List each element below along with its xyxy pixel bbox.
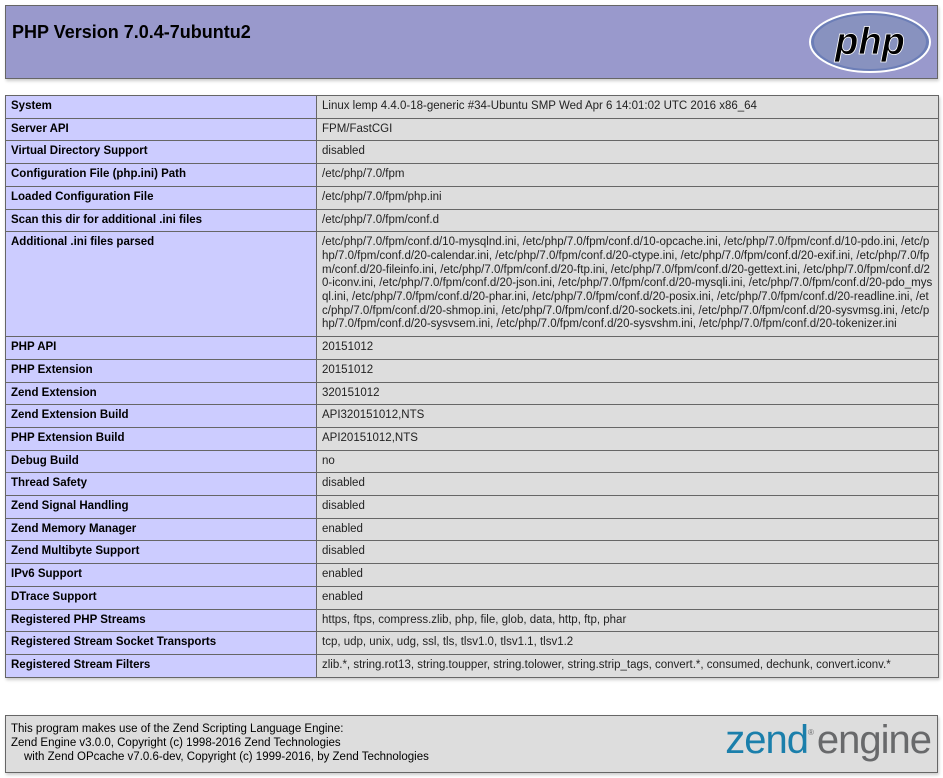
svg-text:php: php: [834, 21, 905, 63]
row-label: Debug Build: [5, 449, 317, 474]
row-value: /etc/php/7.0/fpm/conf.d/10-mysqlnd.ini, …: [316, 231, 939, 338]
row-label: Virtual Directory Support: [5, 140, 317, 165]
table-row: Additional .ini files parsed/etc/php/7.0…: [5, 231, 939, 338]
row-label: Zend Memory Manager: [5, 517, 317, 542]
row-label: Zend Extension: [5, 381, 317, 406]
row-value: enabled: [316, 563, 939, 587]
row-value: API20151012,NTS: [316, 426, 939, 451]
table-row: Scan this dir for additional .ini files /…: [5, 208, 939, 233]
row-label: Zend Signal Handling: [5, 495, 317, 519]
table-row: Debug Build no: [5, 449, 939, 474]
table-row: Configuration File (php.ini) Path/etc/ph…: [5, 163, 939, 187]
table-row: Server API FPM/FastCGI: [5, 117, 939, 142]
row-value: /etc/php/7.0/fpm: [316, 163, 939, 187]
table-row: System Linux lemp 4.4.0-18-generic #34-Ub…: [5, 95, 939, 119]
table-row: DTrace Support enabled: [5, 585, 939, 610]
row-label: Registered Stream Filters: [5, 653, 317, 678]
row-value: disabled: [316, 495, 939, 519]
row-value: 20151012: [316, 358, 939, 383]
row-label: Registered PHP Streams: [5, 608, 317, 633]
row-value: FPM/FastCGI: [316, 117, 939, 142]
row-label: PHP Extension: [5, 358, 317, 383]
row-label: PHP Extension Build: [5, 426, 317, 451]
table-row: Zend Signal Handling disabled: [5, 495, 939, 519]
table-row: Loaded Configuration File/etc/php/7.0/fp…: [5, 185, 939, 210]
table-row: Registered Stream Filters zlib.*, string.…: [5, 653, 939, 678]
zend-engine-logo[interactable]: zend® engine: [725, 718, 932, 762]
row-value: https, ftps, compress.zlib, php, file, g…: [316, 608, 939, 633]
table-row: Zend Extension 320151012: [5, 381, 939, 406]
table-row: Zend Memory Manager enabled: [5, 517, 939, 542]
row-value: 20151012: [316, 336, 939, 360]
table-row: Thread Safety disabled: [5, 472, 939, 497]
row-value: API320151012,NTS: [316, 404, 939, 428]
table-row: PHP API 20151012: [5, 336, 939, 360]
footer-line-3: with Zend OPcache v7.0.6-dev, Copyright …: [24, 751, 429, 763]
row-label: DTrace Support: [5, 585, 317, 610]
row-label: Additional .ini files parsed: [5, 231, 317, 338]
table-row: Virtual Directory Support disabled: [5, 140, 939, 165]
row-label: PHP API: [5, 336, 317, 360]
info-table: System Linux lemp 4.4.0-18-generic #34-Ub…: [5, 95, 939, 678]
row-label: IPv6 Support: [5, 563, 317, 587]
row-value: disabled: [316, 140, 939, 165]
table-row: PHP Extension Build API20151012,NTS: [5, 426, 939, 451]
table-row: Zend Extension Build API320151012,NTS: [5, 404, 939, 428]
row-value: /etc/php/7.0/fpm/php.ini: [316, 185, 939, 210]
row-value: 320151012: [316, 381, 939, 406]
row-value: no: [316, 449, 939, 474]
row-value: /etc/php/7.0/fpm/conf.d: [316, 208, 939, 233]
row-label: Scan this dir for additional .ini files: [5, 208, 317, 233]
table-row: Zend Multibyte Support disabled: [5, 540, 939, 565]
page-header: PHP Version 7.0.4-7ubuntu2 php: [5, 5, 938, 79]
row-value: disabled: [316, 472, 939, 497]
row-label: Zend Extension Build: [5, 404, 317, 428]
row-value: Linux lemp 4.4.0-18-generic #34-Ubuntu S…: [316, 95, 939, 119]
page-title: PHP Version 7.0.4-7ubuntu2: [12, 22, 251, 42]
php-logo[interactable]: php: [808, 10, 932, 74]
row-value: enabled: [316, 517, 939, 542]
table-row: Registered PHP Streams https, ftps, compr…: [5, 608, 939, 633]
row-label: Loaded Configuration File: [5, 185, 317, 210]
row-label: Server API: [5, 117, 317, 142]
row-value: tcp, udp, unix, udg, ssl, tls, tlsv1.0, …: [316, 631, 939, 655]
row-label: Zend Multibyte Support: [5, 540, 317, 565]
table-row: PHP Extension 20151012: [5, 358, 939, 383]
row-value: zlib.*, string.rot13, string.toupper, st…: [316, 653, 939, 678]
row-value: enabled: [316, 585, 939, 610]
row-label: Configuration File (php.ini) Path: [5, 163, 317, 187]
footer-line-2: Zend Engine v3.0.0, Copyright (c) 1998-2…: [11, 737, 341, 749]
footer-line-1: This program makes use of the Zend Scrip…: [11, 723, 344, 735]
footer: This program makes use of the Zend Scrip…: [5, 715, 938, 773]
row-label: Thread Safety: [5, 472, 317, 497]
table-row: IPv6 Support enabled: [5, 563, 939, 587]
row-value: disabled: [316, 540, 939, 565]
row-label: Registered Stream Socket Transports: [5, 631, 317, 655]
row-label: System: [5, 95, 317, 119]
table-row: Registered Stream Socket Transports tcp, …: [5, 631, 939, 655]
